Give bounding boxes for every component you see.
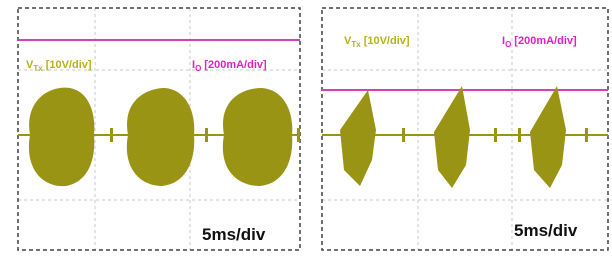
voltage-trace [18,88,300,187]
trace-segment [110,128,113,142]
trace-segment [205,128,208,142]
label-part: Tx [351,40,361,49]
trace-segment [223,88,292,186]
label-part: [10V/div] [364,35,410,47]
voltage-label: VTx[10V/div] [26,59,92,73]
trace-segment [494,128,497,142]
trace-segment [434,86,470,188]
label-part: O [195,64,201,73]
label-part: [10V/div] [46,59,92,71]
trace-segment [402,128,405,142]
trace-segment [127,88,194,186]
trace-segment [530,86,566,188]
voltage-trace [322,86,608,188]
timebase: 5ms/div [514,221,578,240]
voltage-label: VTx[10V/div] [344,35,410,49]
scope-panel-left: VTx[10V/div] IO[200mA/div] 5ms/div [18,8,300,250]
timebase: 5ms/div [202,225,266,244]
current-label: IO[200mA/div] [192,59,267,73]
scope-captures: VTx[10V/div] IO[200mA/div] 5ms/div VTx[1… [0,0,612,257]
current-label: IO[200mA/div] [502,35,577,49]
trace-segment [29,88,94,187]
trace-segment [585,128,588,142]
label-part: O [505,40,511,49]
trace-segment [518,128,521,142]
label-part: [200mA/div] [204,59,267,71]
trace-segment [297,128,300,142]
scope-panel-right: VTx[10V/div] IO[200mA/div] 5ms/div [322,8,608,250]
trace-segment [340,90,376,186]
label-part: Tx [33,64,43,73]
label-part: [200mA/div] [514,35,577,47]
